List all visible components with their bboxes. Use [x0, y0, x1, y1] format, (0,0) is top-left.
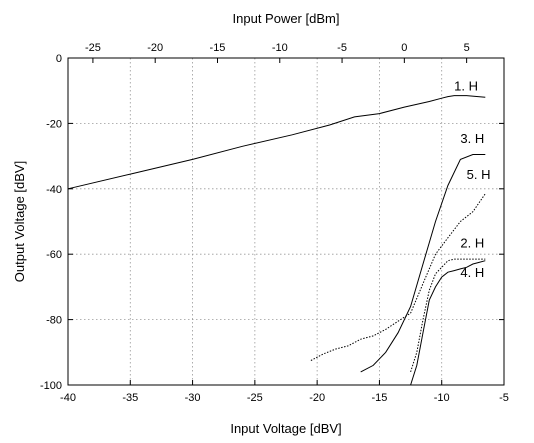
y-tick-label: 0 [56, 53, 62, 65]
series-label-5-h: 5. H [467, 167, 491, 182]
x2-tick-label: -15 [210, 42, 226, 54]
x-tick-label: -35 [122, 392, 138, 404]
y-tick-label: -40 [46, 184, 62, 196]
x2-tick-label: -25 [85, 42, 101, 54]
series-label-4-h: 4. H [460, 265, 484, 280]
y-tick-label: -100 [40, 380, 62, 392]
x2-tick-label: -5 [337, 42, 347, 54]
y-tick-label: -20 [46, 118, 62, 130]
x-tick-label: -5 [499, 392, 509, 404]
plot-frame [67, 57, 505, 386]
series-label-3-h: 3. H [460, 131, 484, 146]
x-tick-label: -10 [434, 392, 450, 404]
y-tick-label: -60 [46, 249, 62, 261]
series-line-2-h [410, 258, 486, 373]
bottom-axis-title: Input Voltage [dBV] [230, 421, 341, 436]
x-tick-label: -40 [60, 392, 76, 404]
series-line-4-h [410, 260, 486, 386]
x-tick-label: -30 [185, 392, 201, 404]
left-axis-title: Output Voltage [dBV] [12, 161, 27, 282]
series-label-2-h: 2. H [460, 236, 484, 251]
x2-tick-label: 0 [401, 42, 407, 54]
top-axis-title: Input Power [dBm] [233, 11, 340, 26]
x-tick-label: -25 [247, 392, 263, 404]
series-lines [67, 95, 486, 386]
x-tick-label: -20 [309, 392, 325, 404]
grid-lines [68, 58, 504, 385]
x2-tick-label: 5 [464, 42, 470, 54]
series-line-1-h [67, 95, 486, 190]
x2-tick-label: -20 [147, 42, 163, 54]
series-label-1-h: 1. H [454, 79, 478, 94]
series-line-5-h [310, 193, 486, 361]
series-labels: 1. H 3. H 5. H 2. H 4. H [454, 79, 490, 280]
x-tick-label: -15 [371, 392, 387, 404]
x2-tick-label: -10 [272, 42, 288, 54]
y-tick-label: -80 [46, 315, 62, 327]
series-line-3-h [360, 154, 486, 373]
axis-ticks: -40 -35 -30 -25 -20 -15 -10 -5 -25 -20 -15 -10 -5 0 5 -… [40, 42, 509, 404]
